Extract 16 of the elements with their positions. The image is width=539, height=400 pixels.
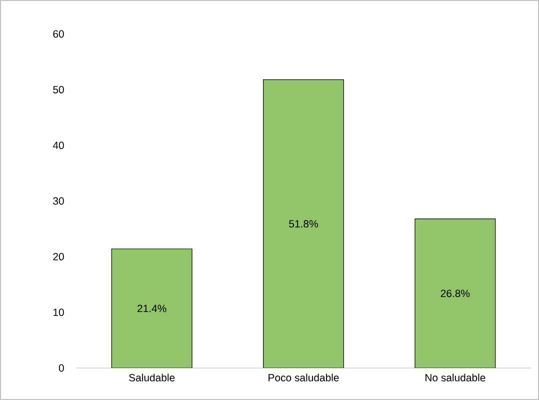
y-tick-label: 10 [53,308,64,316]
data-label: 26.8% [440,290,470,298]
y-tick-label: 0 [58,364,64,372]
x-tick-label: Poco saludable [268,374,339,382]
y-tick-label: 40 [52,142,64,150]
bar [111,248,192,368]
y-tick-label: 60 [53,30,64,38]
data-label: 21.4% [138,304,166,312]
x-tick-label: No saludable [426,374,486,382]
bar [263,79,344,368]
bar [414,218,496,368]
x-tick-label: Saludable [129,374,175,382]
data-label: 51.8% [289,220,318,228]
y-tick-label: 20 [53,252,64,260]
y-tick-label: 30 [53,197,64,205]
y-tick-label: 50 [53,86,64,94]
